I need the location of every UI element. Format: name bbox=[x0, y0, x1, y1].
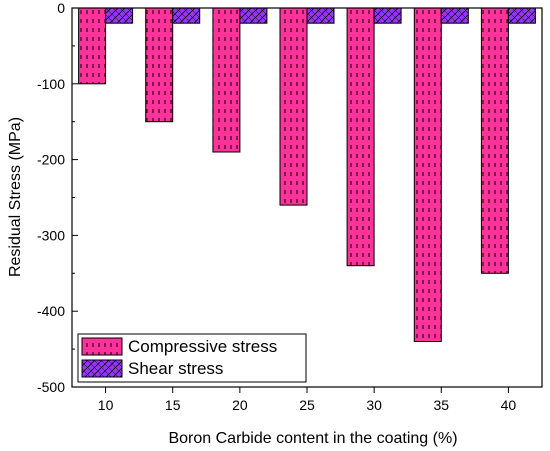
x-tick-label: 10 bbox=[98, 397, 114, 413]
y-tick-label: 0 bbox=[57, 0, 65, 16]
x-tick-label: 35 bbox=[433, 397, 449, 413]
y-tick-label: -300 bbox=[37, 227, 65, 243]
x-tick-label: 30 bbox=[366, 397, 382, 413]
bar-shear-35 bbox=[440, 7, 469, 24]
x-tick-label: 15 bbox=[165, 397, 181, 413]
bar-compressive-10 bbox=[78, 7, 107, 85]
plot-area: 0 -100 -200 -300 -400 -500 10 15 20 25 30 35 40 Compr… bbox=[37, 0, 543, 413]
legend-swatch-compressive bbox=[81, 337, 123, 356]
bar-shear-30 bbox=[373, 7, 402, 24]
legend-label-compressive: Compressive stress bbox=[128, 337, 277, 356]
bar-shear-15 bbox=[172, 7, 201, 24]
bar-compressive-35 bbox=[413, 7, 442, 342]
bar-shear-25 bbox=[306, 7, 335, 24]
y-tick-label: -100 bbox=[37, 76, 65, 92]
legend-swatch-shear bbox=[81, 359, 123, 378]
y-axis-title: Residual Stress (MPa) bbox=[7, 117, 24, 277]
x-tick-label: 25 bbox=[299, 397, 315, 413]
x-tick-label: 40 bbox=[501, 397, 517, 413]
bar-compressive-25 bbox=[279, 7, 308, 206]
bar-shear-10 bbox=[105, 7, 134, 24]
legend-label-shear: Shear stress bbox=[128, 359, 223, 378]
y-tick-label: -400 bbox=[37, 303, 65, 319]
bar-compressive-30 bbox=[346, 7, 375, 267]
bar-shear-40 bbox=[507, 7, 536, 24]
y-tick-label: -500 bbox=[37, 379, 65, 395]
bar-compressive-15 bbox=[145, 7, 174, 123]
bar-compressive-20 bbox=[212, 7, 241, 153]
bar-shear-20 bbox=[239, 7, 268, 24]
x-tick-label: 20 bbox=[232, 397, 248, 413]
y-tick-label: -200 bbox=[37, 152, 65, 168]
x-axis-title: Boron Carbide content in the coating (%) bbox=[168, 430, 457, 447]
bar-compressive-40 bbox=[480, 7, 509, 274]
